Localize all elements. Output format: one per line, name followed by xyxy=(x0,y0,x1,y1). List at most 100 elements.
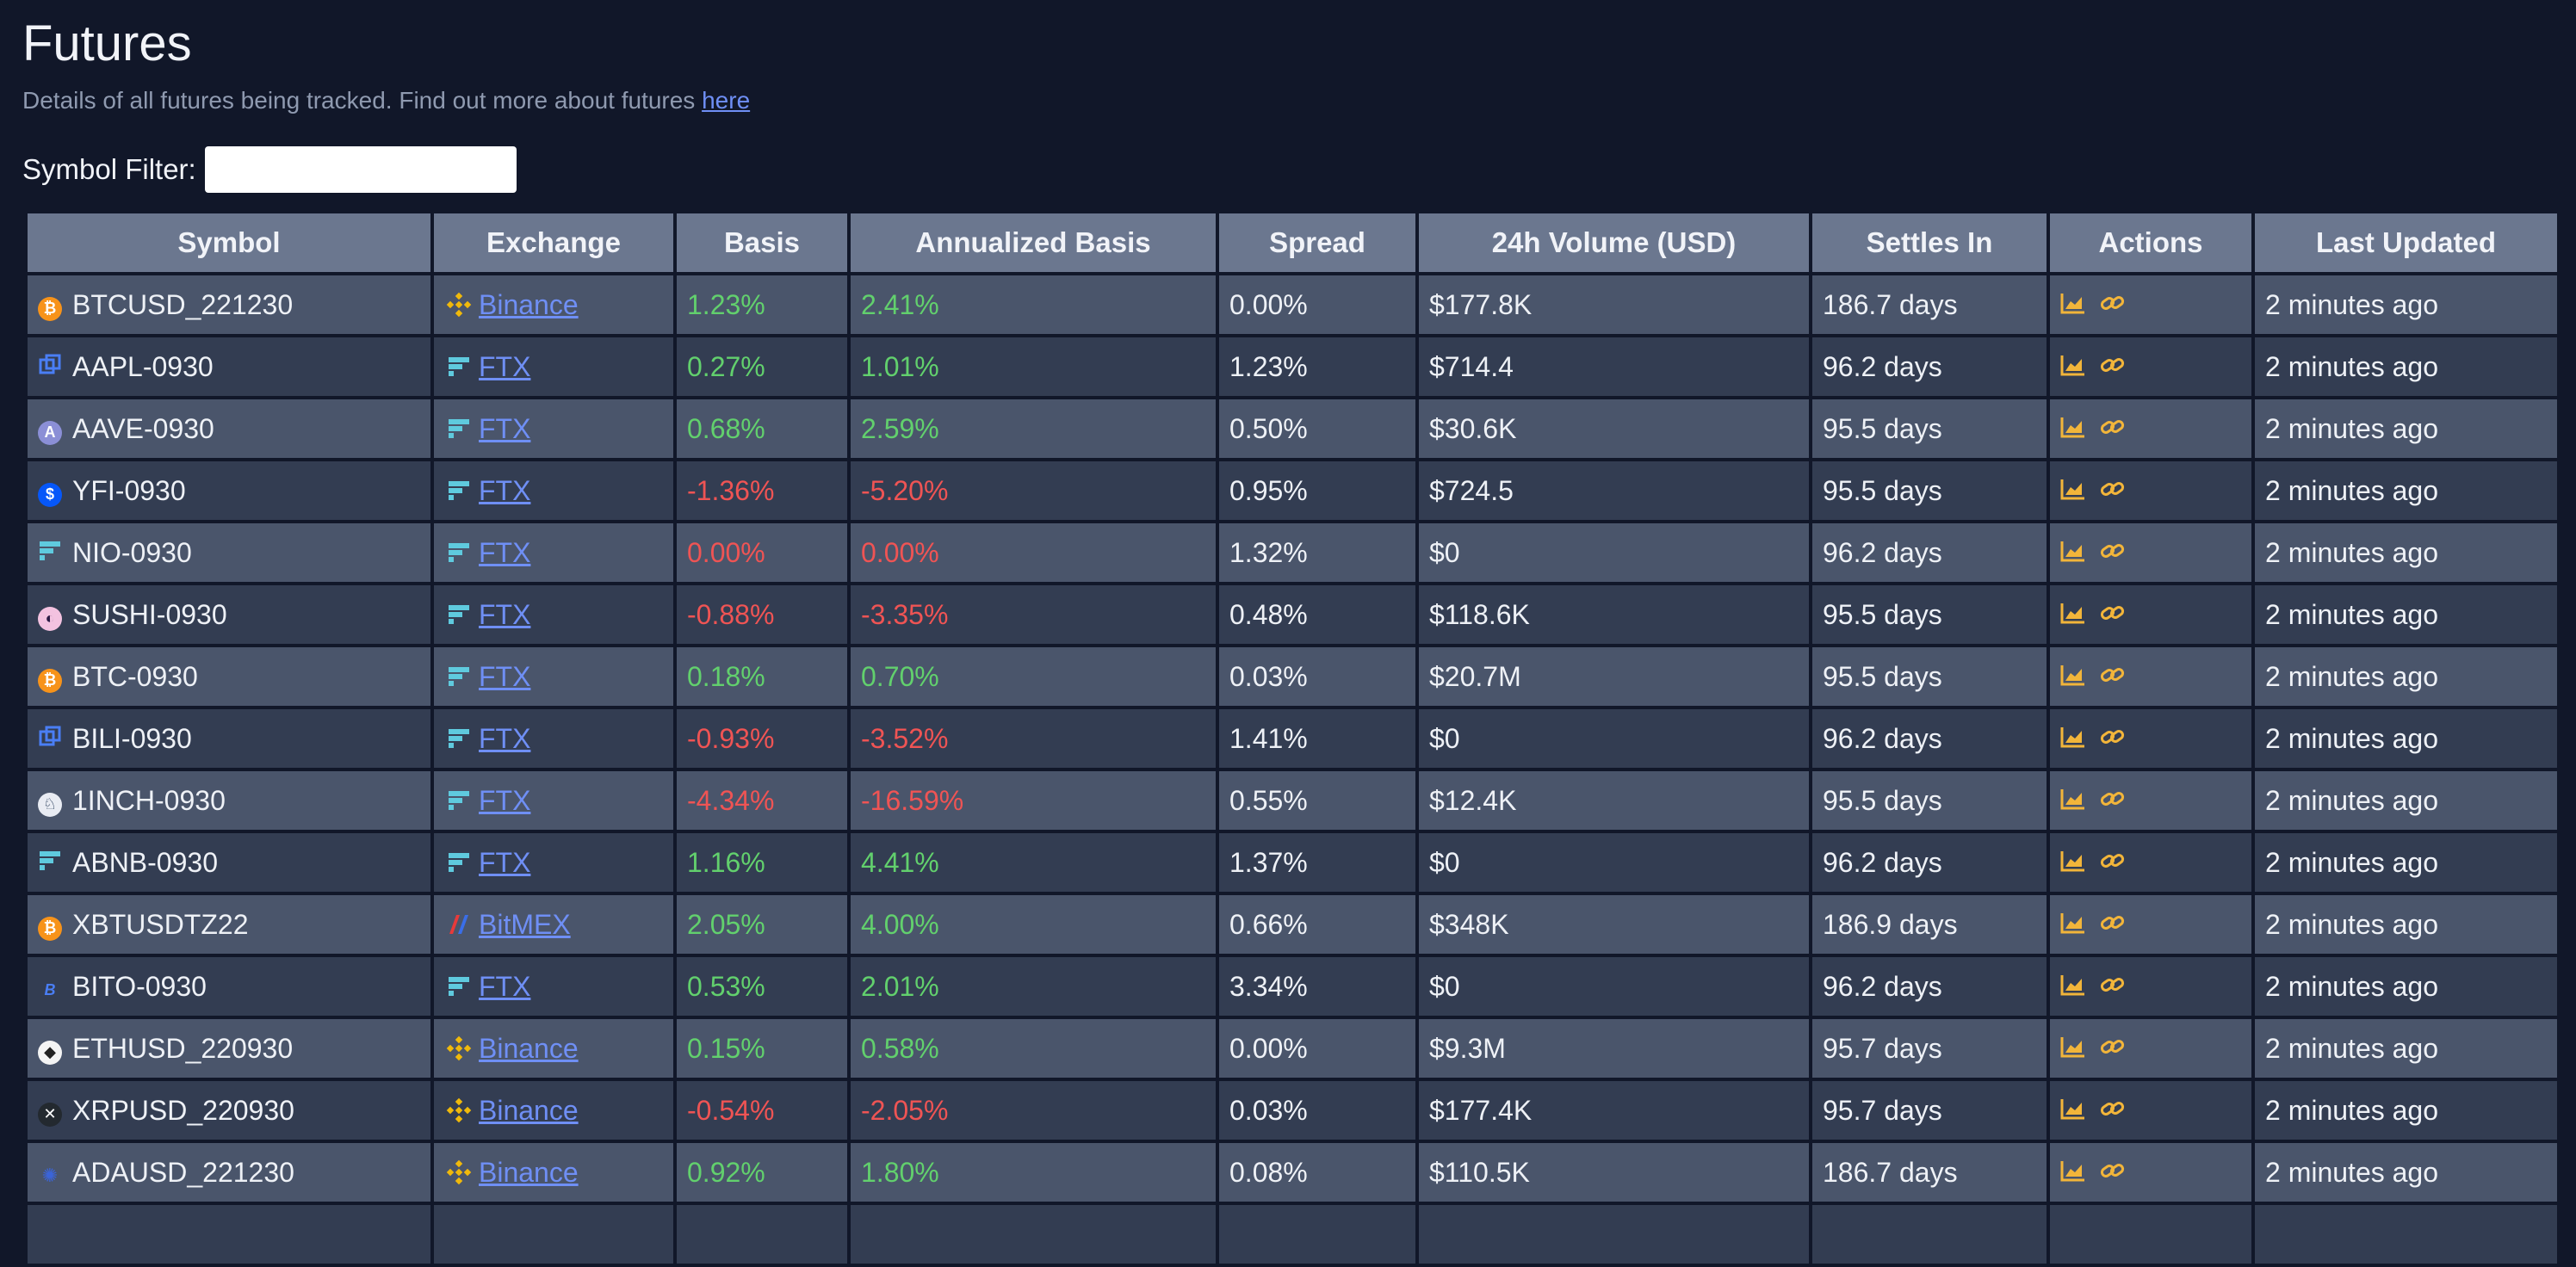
symbol-cell: ABNB-0930 xyxy=(24,830,434,895)
exchange-link[interactable]: BitMEX xyxy=(479,908,571,940)
exchange-link[interactable]: FTX xyxy=(479,722,531,754)
column-header[interactable]: Spread xyxy=(1216,210,1419,275)
link-icon[interactable] xyxy=(2100,1097,2126,1120)
exchange-link[interactable]: FTX xyxy=(479,350,531,382)
settles-in-cell: 95.5 days xyxy=(1809,644,2050,709)
futures-info-link[interactable]: here xyxy=(702,87,751,114)
exchange-link[interactable]: FTX xyxy=(479,660,531,692)
column-header[interactable]: Actions xyxy=(2047,210,2255,275)
annualized-basis-cell: 2.59% xyxy=(847,396,1219,461)
chart-icon[interactable] xyxy=(2060,354,2086,376)
page-title: Futures xyxy=(22,15,192,71)
chart-icon[interactable] xyxy=(2060,850,2086,872)
column-header[interactable]: Exchange xyxy=(430,210,677,275)
link-icon[interactable] xyxy=(2100,416,2126,438)
table-row: ✺ ADAUSD_221230 Binance 0.92% 1.80% 0.08% $110… xyxy=(24,1140,2561,1205)
table-row: ₿ BTC-0930 FTX 0.18% 0.70% 0.03% $20.7M 95.5 da… xyxy=(24,644,2561,709)
link-icon[interactable] xyxy=(2100,788,2126,810)
column-header[interactable]: Symbol xyxy=(24,210,434,275)
volume-cell: $118.6K xyxy=(1415,582,1812,647)
symbol-text: AAPL-0930 xyxy=(72,350,214,382)
symbol-cell: ◆ ETHUSD_220930 xyxy=(24,1016,434,1081)
exchange-link[interactable]: FTX xyxy=(479,970,531,1002)
basis-cell: 1.23% xyxy=(673,272,851,337)
chart-icon[interactable] xyxy=(2060,1035,2086,1058)
exchange-link[interactable]: FTX xyxy=(479,784,531,816)
link-icon[interactable] xyxy=(2100,292,2126,314)
chart-icon[interactable] xyxy=(2060,664,2086,686)
basis-cell: 0.18% xyxy=(673,644,851,709)
chart-icon[interactable] xyxy=(2060,602,2086,624)
chart-icon[interactable] xyxy=(2060,292,2086,314)
link-icon[interactable] xyxy=(2100,478,2126,500)
exchange-cell: FTX xyxy=(430,582,677,647)
column-header[interactable]: Basis xyxy=(673,210,851,275)
exchange-cell: FTX xyxy=(430,520,677,585)
link-icon[interactable] xyxy=(2100,540,2126,562)
annualized-basis-cell: -2.05% xyxy=(847,1078,1219,1143)
exchange-link[interactable]: FTX xyxy=(479,536,531,568)
spread-cell: 0.00% xyxy=(1216,272,1419,337)
column-header[interactable]: 24h Volume (USD) xyxy=(1415,210,1812,275)
spread-cell: 1.37% xyxy=(1216,830,1419,895)
link-icon[interactable] xyxy=(2100,354,2126,376)
chart-icon[interactable] xyxy=(2060,478,2086,500)
annualized-basis-cell: 2.01% xyxy=(847,954,1219,1019)
binance-icon xyxy=(444,1097,474,1123)
exchange-cell: FTX xyxy=(430,458,677,523)
exchange-link[interactable]: Binance xyxy=(479,288,579,320)
symbol-text: XRPUSD_220930 xyxy=(72,1094,294,1126)
table-row: BILI-0930 FTX -0.93% -3.52% 1.41% $0 96.2 days… xyxy=(24,706,2561,771)
volume-cell: $0 xyxy=(1415,706,1812,771)
exchange-link[interactable]: FTX xyxy=(479,598,531,630)
exchange-link[interactable]: FTX xyxy=(479,474,531,506)
link-icon[interactable] xyxy=(2100,850,2126,872)
column-header[interactable]: Annualized Basis xyxy=(847,210,1219,275)
spread-cell: 3.34% xyxy=(1216,954,1419,1019)
symbol-cell: AAPL-0930 xyxy=(24,334,434,399)
1inch-icon: ♘ xyxy=(38,784,72,817)
chart-icon[interactable] xyxy=(2060,912,2086,934)
binance-icon xyxy=(444,1159,474,1185)
yfi-icon: $ xyxy=(38,474,72,507)
volume-cell: $177.4K xyxy=(1415,1078,1812,1143)
exchange-link[interactable]: Binance xyxy=(479,1156,579,1188)
link-icon[interactable] xyxy=(2100,912,2126,934)
settles-in-cell: 95.7 days xyxy=(1809,1078,2050,1143)
chart-icon[interactable] xyxy=(2060,973,2086,996)
annualized-basis-cell: 4.41% xyxy=(847,830,1219,895)
column-header[interactable]: Last Updated xyxy=(2251,210,2561,275)
link-icon[interactable] xyxy=(2100,726,2126,748)
link-icon[interactable] xyxy=(2100,973,2126,996)
link-icon[interactable] xyxy=(2100,602,2126,624)
ftx-icon xyxy=(444,416,474,442)
actions-cell xyxy=(2047,768,2255,833)
symbol-cell: ♘ 1INCH-0930 xyxy=(24,768,434,833)
symbol-text: BTC-0930 xyxy=(72,660,198,692)
table-row: B BITO-0930 FTX 0.53% 2.01% 3.34% $0 96.2 days 2… xyxy=(24,954,2561,1019)
exchange-link[interactable]: Binance xyxy=(479,1032,579,1064)
chart-icon[interactable] xyxy=(2060,416,2086,438)
link-icon[interactable] xyxy=(2100,1035,2126,1058)
volume-cell xyxy=(1415,1202,1812,1267)
link-icon[interactable] xyxy=(2100,1159,2126,1182)
chart-icon[interactable] xyxy=(2060,788,2086,810)
ftx-icon xyxy=(444,973,474,999)
chart-icon[interactable] xyxy=(2060,1097,2086,1120)
symbol-filter-input[interactable] xyxy=(204,146,517,193)
spread-cell: 0.55% xyxy=(1216,768,1419,833)
exchange-link[interactable]: FTX xyxy=(479,412,531,444)
last-updated-cell: 2 minutes ago xyxy=(2251,954,2561,1019)
exchange-link[interactable]: Binance xyxy=(479,1094,579,1126)
spread-cell: 0.66% xyxy=(1216,892,1419,957)
volume-cell: $724.5 xyxy=(1415,458,1812,523)
exchange-link[interactable]: FTX xyxy=(479,846,531,878)
symbol-text: ADAUSD_221230 xyxy=(72,1156,294,1188)
chart-icon[interactable] xyxy=(2060,540,2086,562)
column-header[interactable]: Settles In xyxy=(1809,210,2050,275)
link-icon[interactable] xyxy=(2100,664,2126,686)
bito-icon: B xyxy=(44,981,56,999)
chart-icon[interactable] xyxy=(2060,726,2086,748)
table-row: ◐ SUSHI-0930 FTX -0.88% -3.35% 0.48% $118.6K 95… xyxy=(24,582,2561,647)
chart-icon[interactable] xyxy=(2060,1159,2086,1182)
